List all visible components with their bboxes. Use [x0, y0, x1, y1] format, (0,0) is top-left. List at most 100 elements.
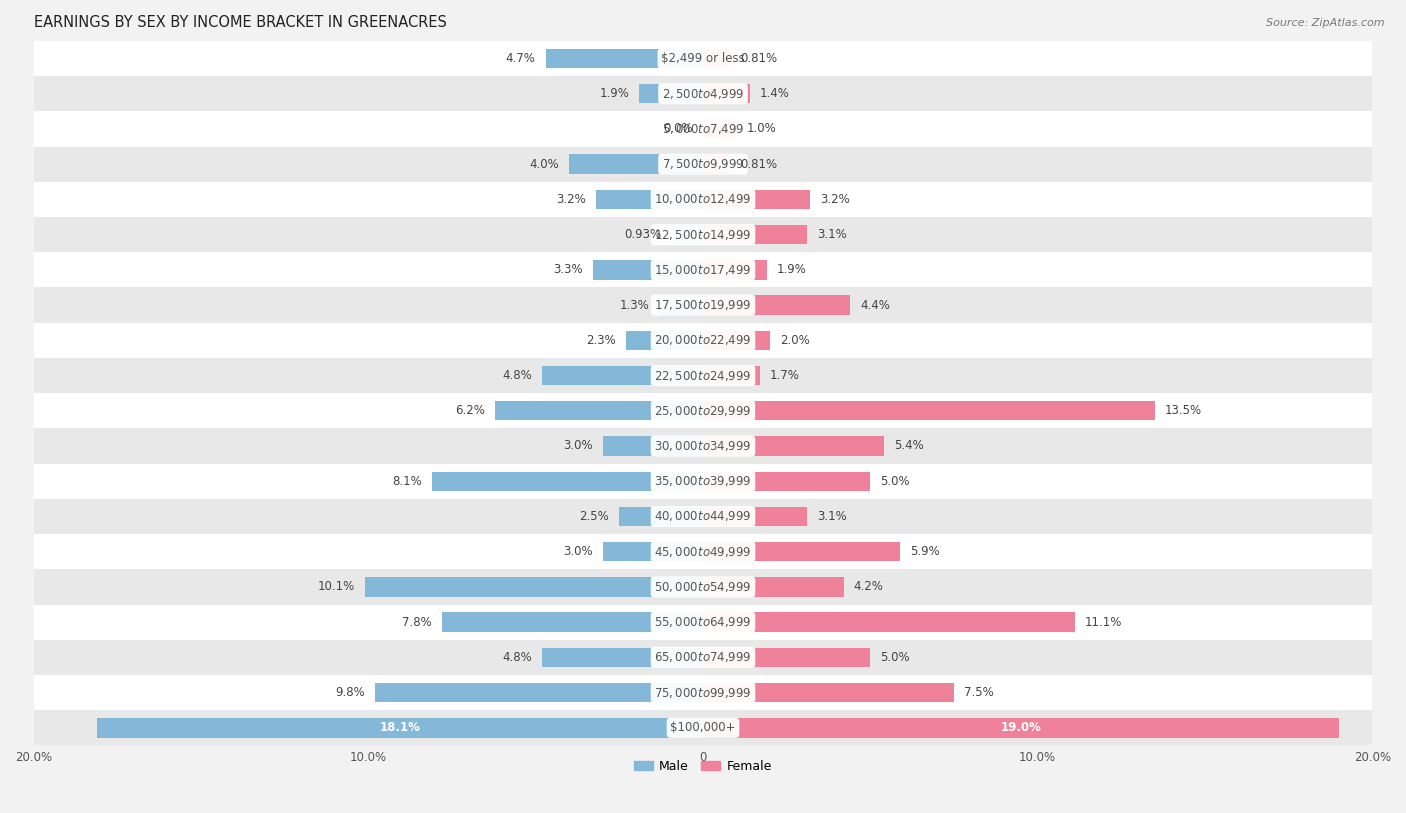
Bar	[592, 260, 703, 280]
Bar	[703, 472, 870, 491]
Text: $45,000 to $49,999: $45,000 to $49,999	[654, 545, 752, 559]
Text: $50,000 to $54,999: $50,000 to $54,999	[654, 580, 752, 594]
Text: 5.0%: 5.0%	[880, 475, 910, 488]
Bar	[34, 76, 1372, 111]
Text: 3.2%: 3.2%	[557, 193, 586, 206]
Text: 3.0%: 3.0%	[562, 440, 592, 453]
Text: 5.9%: 5.9%	[911, 546, 941, 559]
Bar	[703, 295, 851, 315]
Bar	[34, 605, 1372, 640]
Bar	[34, 41, 1372, 76]
Text: 0.81%: 0.81%	[740, 52, 778, 65]
Text: 1.7%: 1.7%	[770, 369, 800, 382]
Bar	[34, 323, 1372, 358]
Text: $2,500 to $4,999: $2,500 to $4,999	[662, 87, 744, 101]
Text: 4.8%: 4.8%	[502, 651, 533, 664]
Bar	[34, 358, 1372, 393]
Text: $12,500 to $14,999: $12,500 to $14,999	[654, 228, 752, 241]
Text: 2.5%: 2.5%	[579, 510, 609, 523]
Text: $65,000 to $74,999: $65,000 to $74,999	[654, 650, 752, 664]
Text: 4.7%: 4.7%	[506, 52, 536, 65]
Bar	[703, 154, 730, 174]
Bar	[703, 260, 766, 280]
Bar	[569, 154, 703, 174]
Bar	[603, 437, 703, 456]
Text: $35,000 to $39,999: $35,000 to $39,999	[654, 474, 752, 489]
Text: 13.5%: 13.5%	[1166, 404, 1202, 417]
Text: $55,000 to $64,999: $55,000 to $64,999	[654, 615, 752, 629]
Bar	[703, 648, 870, 667]
Text: 1.9%: 1.9%	[776, 263, 807, 276]
Legend: Male, Female: Male, Female	[630, 755, 776, 778]
Text: 3.3%: 3.3%	[553, 263, 582, 276]
Text: 0.93%: 0.93%	[624, 228, 662, 241]
Bar	[34, 111, 1372, 146]
Text: EARNINGS BY SEX BY INCOME BRACKET IN GREENACRES: EARNINGS BY SEX BY INCOME BRACKET IN GRE…	[34, 15, 447, 30]
Text: $17,500 to $19,999: $17,500 to $19,999	[654, 298, 752, 312]
Bar	[97, 718, 703, 737]
Text: 10.1%: 10.1%	[318, 580, 354, 593]
Text: $22,500 to $24,999: $22,500 to $24,999	[654, 368, 752, 383]
Text: 1.3%: 1.3%	[620, 298, 650, 311]
Bar	[703, 718, 1339, 737]
Text: 4.8%: 4.8%	[502, 369, 533, 382]
Bar	[703, 225, 807, 245]
Bar	[432, 472, 703, 491]
Text: $2,499 or less: $2,499 or less	[661, 52, 745, 65]
Text: 4.2%: 4.2%	[853, 580, 883, 593]
Bar	[34, 288, 1372, 323]
Text: $7,500 to $9,999: $7,500 to $9,999	[662, 157, 744, 172]
Bar	[366, 577, 703, 597]
Bar	[703, 542, 900, 561]
Bar	[34, 217, 1372, 252]
Text: 19.0%: 19.0%	[1001, 721, 1042, 734]
Bar	[703, 401, 1154, 420]
Bar	[34, 711, 1372, 746]
Text: 2.3%: 2.3%	[586, 334, 616, 347]
Text: 6.2%: 6.2%	[456, 404, 485, 417]
Bar	[596, 189, 703, 209]
Bar	[34, 428, 1372, 463]
Bar	[603, 542, 703, 561]
Text: 1.9%: 1.9%	[599, 87, 630, 100]
Bar	[375, 683, 703, 702]
Bar	[626, 331, 703, 350]
Bar	[703, 120, 737, 139]
Bar	[619, 506, 703, 526]
Text: $40,000 to $44,999: $40,000 to $44,999	[654, 510, 752, 524]
Bar	[495, 401, 703, 420]
Bar	[543, 648, 703, 667]
Text: Source: ZipAtlas.com: Source: ZipAtlas.com	[1267, 18, 1385, 28]
Bar	[34, 534, 1372, 569]
Bar	[703, 612, 1074, 632]
Bar	[703, 366, 759, 385]
Text: 3.2%: 3.2%	[820, 193, 849, 206]
Text: $15,000 to $17,499: $15,000 to $17,499	[654, 263, 752, 277]
Bar	[34, 182, 1372, 217]
Text: $5,000 to $7,499: $5,000 to $7,499	[662, 122, 744, 136]
Text: 7.5%: 7.5%	[965, 686, 994, 699]
Text: $10,000 to $12,499: $10,000 to $12,499	[654, 193, 752, 207]
Bar	[659, 295, 703, 315]
Bar	[703, 189, 810, 209]
Bar	[543, 366, 703, 385]
Text: 3.0%: 3.0%	[562, 546, 592, 559]
Text: 5.0%: 5.0%	[880, 651, 910, 664]
Text: $30,000 to $34,999: $30,000 to $34,999	[654, 439, 752, 453]
Text: $100,000+: $100,000+	[671, 721, 735, 734]
Bar	[546, 49, 703, 68]
Bar	[34, 499, 1372, 534]
Text: 9.8%: 9.8%	[335, 686, 366, 699]
Text: 7.8%: 7.8%	[402, 615, 432, 628]
Bar	[703, 506, 807, 526]
Text: 4.4%: 4.4%	[860, 298, 890, 311]
Bar	[34, 675, 1372, 711]
Text: 8.1%: 8.1%	[392, 475, 422, 488]
Bar	[441, 612, 703, 632]
Text: 0.0%: 0.0%	[664, 123, 693, 136]
Bar	[703, 683, 955, 702]
Bar	[34, 252, 1372, 288]
Bar	[703, 331, 770, 350]
Bar	[672, 225, 703, 245]
Bar	[34, 640, 1372, 675]
